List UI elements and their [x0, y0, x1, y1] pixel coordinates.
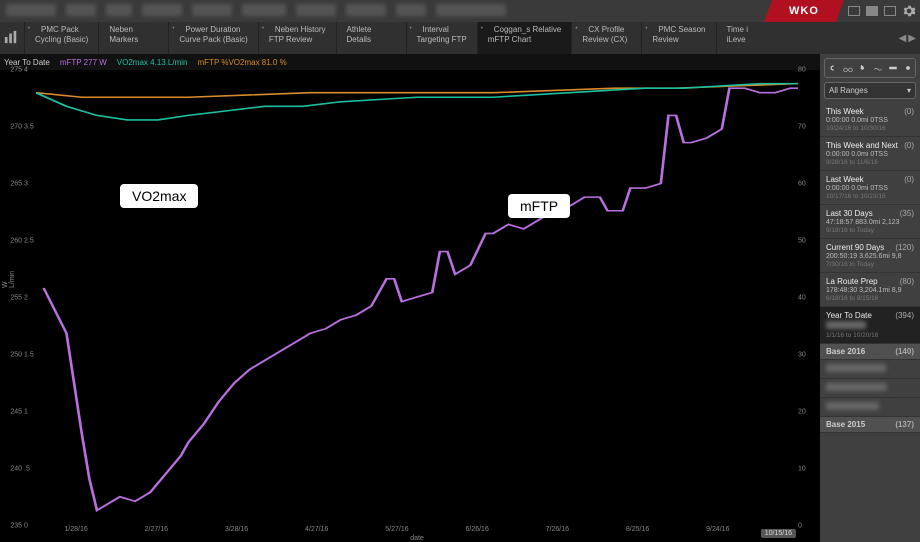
range-last-30-days[interactable]: Last 30 Days(35)47:18:57 883.0mi 2,1239/…	[820, 205, 920, 239]
range-this-week[interactable]: This Week(0)0:00:00 0.0mi 0TSS10/24/16 t…	[820, 103, 920, 137]
plot-canvas	[36, 70, 798, 524]
range-la-route-prep[interactable]: La Route Prep(80)178:48:30 3,204.1mi 8,9…	[820, 273, 920, 307]
bars-icon[interactable]	[4, 30, 18, 44]
range-filter-select[interactable]: All Ranges ▾	[824, 82, 916, 99]
tabs-next-icon[interactable]: ▶	[908, 33, 916, 44]
y-axis-left-lmin: 43.532.521.51.50	[24, 70, 36, 526]
strength-icon[interactable]	[888, 63, 898, 73]
tab-coggan-s-relative[interactable]: •Coggan_s RelativemFTP Chart	[477, 22, 572, 54]
title-bar: WKO	[0, 0, 920, 22]
tab-power-duration[interactable]: •Power DurationCurve Pack (Basic)	[168, 22, 257, 54]
range-this-week-and-next[interactable]: This Week and Next(0)0:00:00 0.0mi 0TSS9…	[820, 137, 920, 171]
report-tabs: •PMC PackCycling (Basic)NebenMarkers•Pow…	[0, 22, 920, 54]
range-current-90-days[interactable]: Current 90 Days(120)200:50:19 3,625.6mi …	[820, 239, 920, 273]
tab-athlete[interactable]: AthleteDetails	[336, 22, 406, 54]
range-last-week[interactable]: Last Week(0)0:00:00 0.0mi 0TSS10/17/16 t…	[820, 171, 920, 205]
link-icon[interactable]	[828, 63, 838, 73]
chevron-down-icon: ▾	[907, 86, 911, 95]
legend-pctvo2[interactable]: mFTP %VO2max 81.0 %	[198, 58, 287, 67]
range-blurred[interactable]	[820, 379, 920, 398]
annotation-mftp: mFTP	[508, 194, 570, 218]
tab-time-i[interactable]: Time iiLeve	[716, 22, 786, 54]
tab-neben[interactable]: NebenMarkers	[98, 22, 168, 54]
chart-range-label: Year To Date	[4, 58, 50, 67]
app-logo: WKO	[764, 0, 844, 22]
range-group-base-2015[interactable]: Base 2015(137)	[820, 417, 920, 433]
run-icon[interactable]	[858, 63, 868, 73]
legend-vo2max[interactable]: VO2max 4.13 L/min	[117, 58, 188, 67]
legend-mftp[interactable]: mFTP 277 W	[60, 58, 107, 67]
window-mode-icons[interactable]	[848, 0, 916, 22]
bike-icon[interactable]	[843, 63, 853, 73]
range-year-to-date[interactable]: Year To Date(394)1/1/16 to 10/20/16	[820, 307, 920, 344]
range-blurred[interactable]	[820, 398, 920, 417]
chart-legend-bar: Year To Date mFTP 277 W VO2max 4.13 L/mi…	[0, 54, 820, 70]
gear-icon[interactable]	[902, 4, 916, 18]
range-group-base-2016[interactable]: Base 2016(140)	[820, 344, 920, 360]
annotation-vo2max: VO2max	[120, 184, 198, 208]
tab-neben-history[interactable]: •Neben HistoryFTP Review	[258, 22, 336, 54]
range-blurred[interactable]	[820, 360, 920, 379]
y-axis-left-w: 275270265260255250245240235	[2, 70, 24, 526]
y-unit-label: WL/min	[2, 271, 16, 288]
side-panel: All Ranges ▾ This Week(0)0:00:00 0.0mi 0…	[820, 54, 920, 542]
x-axis-label: date	[410, 535, 424, 542]
date-highlight: 10/15/16	[761, 529, 796, 538]
chart-area: Year To Date mFTP 277 W VO2max 4.13 L/mi…	[0, 54, 820, 542]
tabs-prev-icon[interactable]: ◀	[899, 33, 907, 44]
tab-cx-profile[interactable]: •CX ProfileReview (CX)	[571, 22, 641, 54]
side-sport-icons[interactable]	[824, 58, 916, 78]
tab-interval[interactable]: •IntervalTargeting FTP	[406, 22, 477, 54]
x-axis: date 1/28/162/27/163/28/164/27/165/27/16…	[36, 526, 798, 540]
y-axis-right-pct: 80706050403020100	[798, 70, 818, 526]
swim-icon[interactable]	[873, 63, 883, 73]
tab-pmc-pack[interactable]: •PMC PackCycling (Basic)	[24, 22, 98, 54]
tab-pmc-season[interactable]: •PMC SeasonReview	[641, 22, 715, 54]
other-icon[interactable]	[903, 63, 913, 73]
